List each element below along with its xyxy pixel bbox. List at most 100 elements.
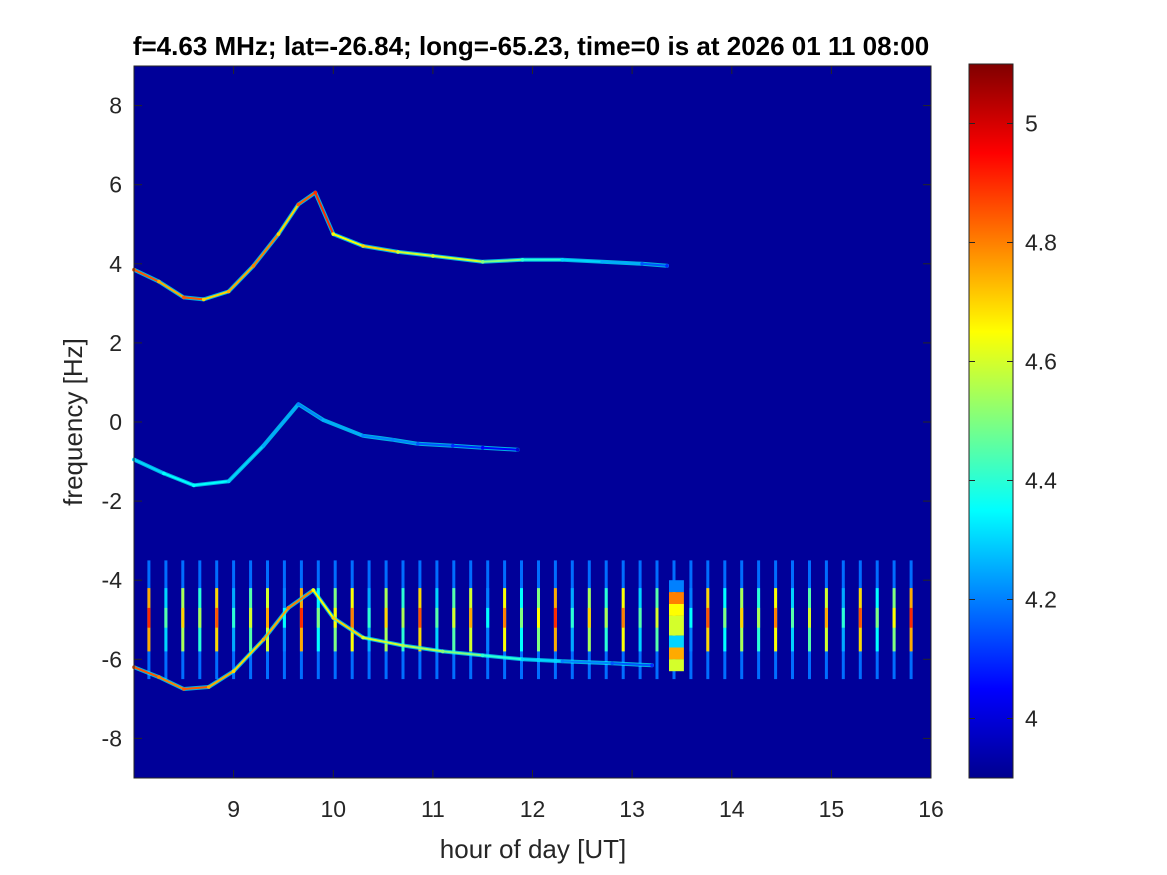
trace-segment: [227, 264, 255, 293]
trace-point: [201, 297, 206, 302]
trace-point: [182, 687, 186, 691]
wideband-band: [669, 580, 684, 593]
trace-point: [560, 258, 565, 262]
trace-point: [391, 438, 395, 442]
trace-point: [665, 264, 669, 268]
x-tick-label: 12: [520, 796, 546, 822]
burst-peak-mark: [537, 607, 540, 628]
colorbar-tick-label: 4.6: [1025, 349, 1057, 375]
trace-point: [361, 244, 365, 248]
burst-peak-mark: [486, 607, 490, 628]
trace-point: [431, 254, 435, 258]
trace-segment: [192, 480, 230, 487]
trace-segment: [202, 290, 230, 301]
y-tick-label: -6: [102, 646, 122, 672]
colorbar-tick-label: 4.2: [1025, 587, 1057, 613]
trace-point: [396, 250, 400, 254]
trace-point: [416, 442, 420, 446]
trace-point: [286, 606, 291, 610]
burst-peak-mark: [757, 607, 761, 628]
burst-peak-mark: [503, 607, 507, 628]
burst-peak-mark: [401, 607, 405, 628]
trace-segment: [431, 254, 484, 263]
trace-segment: [133, 268, 160, 283]
trace-segment: [157, 676, 185, 690]
trace-point: [192, 483, 196, 488]
burst-peak-mark: [621, 607, 625, 628]
trace-point: [261, 637, 266, 642]
trace-segment: [133, 666, 160, 679]
trace-point: [313, 190, 318, 195]
burst-peak-mark: [520, 607, 523, 628]
colorbar-tick-label: 4.4: [1025, 468, 1057, 494]
chart-title: f=4.63 MHz; lat=-26.84; long=-65.23, tim…: [133, 31, 929, 61]
trace-point: [401, 643, 405, 648]
colorbar-ticks: 5 4.8 4.6 4.4 4.2 4: [969, 111, 1057, 732]
trace-segment: [611, 662, 653, 667]
trace-segment: [561, 258, 604, 263]
burst-peak-mark: [774, 607, 778, 628]
burst-peak-mark: [587, 607, 591, 628]
burst-peak-mark: [232, 607, 236, 628]
plot-area: [134, 66, 931, 778]
wideband-band: [669, 604, 684, 616]
trace-point: [226, 289, 231, 294]
trace-segment: [162, 472, 195, 487]
burst-peak-mark: [892, 607, 896, 628]
burst-peak-mark: [147, 607, 151, 628]
burst-peak-mark: [723, 607, 727, 628]
burst-peak-mark: [638, 607, 642, 628]
burst-peak-mark: [689, 607, 693, 628]
y-tick-label: -4: [102, 567, 123, 593]
trace-segment: [402, 644, 444, 653]
trace-segment: [521, 658, 564, 663]
burst-peak-mark: [858, 607, 862, 628]
x-tick-label: 13: [619, 796, 645, 822]
trace-segment: [227, 444, 265, 483]
trace-point: [480, 653, 485, 658]
trace-point: [296, 402, 301, 407]
trace-point: [600, 260, 604, 264]
trace-point: [162, 471, 166, 476]
wideband-band: [669, 592, 684, 604]
trace-point: [610, 661, 614, 666]
trace-segment: [312, 589, 335, 619]
trace-segment: [297, 403, 325, 421]
colorbar-tick-label: 4.8: [1025, 230, 1057, 256]
trace-point: [157, 675, 161, 679]
spectrogram-layer: [132, 190, 913, 691]
burst-peak-mark: [299, 607, 303, 628]
burst-peak-mark: [249, 607, 253, 628]
burst-peak-mark: [316, 607, 320, 628]
burst-peak-mark: [198, 607, 202, 628]
trace-segment: [262, 403, 300, 447]
y-tick-label: 4: [109, 251, 122, 277]
burst-peak-mark: [164, 607, 168, 628]
trace-segment: [362, 245, 399, 253]
trace-point: [311, 588, 316, 592]
trace-point: [480, 260, 485, 264]
burst-peak-mark: [824, 607, 828, 628]
trace-segment: [362, 434, 394, 441]
trace-point: [520, 258, 525, 262]
trace-point: [361, 635, 365, 640]
trace-segment: [601, 260, 644, 265]
burst-peak-mark: [875, 607, 879, 628]
trace-point: [261, 443, 266, 448]
trace-segment: [392, 438, 419, 445]
x-tick-label: 9: [227, 796, 240, 822]
burst-peak-mark: [791, 607, 794, 628]
trace-segment: [561, 660, 614, 665]
trace-point: [296, 202, 301, 207]
burst-peak-mark: [435, 607, 439, 628]
burst-peak-mark: [452, 607, 456, 628]
trace-segment: [287, 589, 315, 609]
burst-peak-mark: [655, 607, 659, 628]
wideband-band: [669, 659, 684, 672]
trace-point: [361, 434, 365, 438]
burst-peak-mark: [841, 607, 845, 628]
trace-point: [451, 443, 455, 448]
trace-point: [515, 447, 520, 452]
trace-point: [182, 295, 186, 300]
